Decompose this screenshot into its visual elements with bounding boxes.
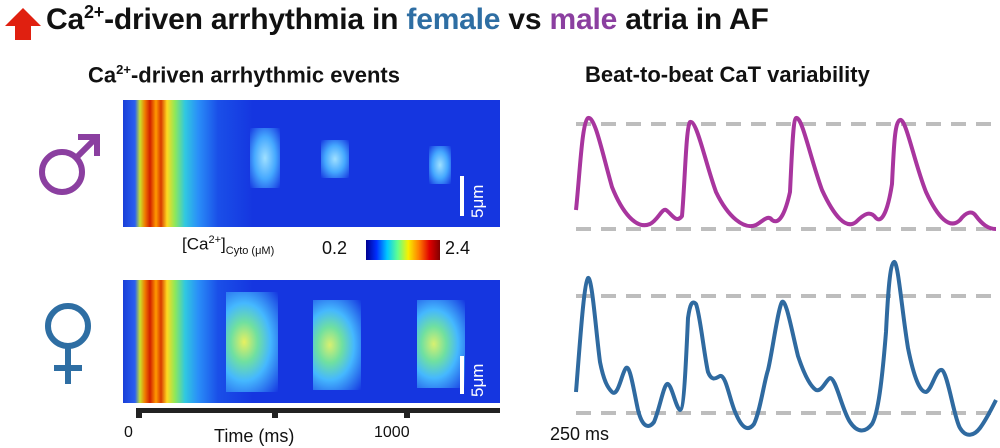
time-axis-tick-1000-label: 1000 [374, 424, 410, 441]
colorbar-min: 0.2 [322, 238, 348, 258]
title-part1: -driven arrhythmia in [104, 3, 407, 36]
female-dashed-lines [576, 294, 996, 415]
male-event-1 [250, 128, 280, 188]
cat-traces [574, 115, 998, 437]
title-ca: Ca [46, 3, 84, 36]
left-heading-ca: Ca [88, 62, 117, 88]
colorbar-max: 2.4 [445, 238, 471, 258]
time-axis-tick-0-label: 0 [124, 424, 133, 441]
colorbar-label: [Ca2+]Cyto (μM) [182, 234, 274, 257]
left-heading-rest: -driven arrhythmic events [130, 62, 400, 88]
up-arrow-icon [5, 8, 41, 40]
title-vs: vs [500, 3, 550, 36]
colorbar-sub: Cyto (μM) [225, 245, 275, 258]
time-axis-line [136, 408, 500, 413]
female-event-1 [226, 292, 278, 392]
time-scale-label: 250 ms [550, 424, 610, 444]
left-heading-sup: 2+ [116, 62, 131, 77]
colorbar-suffix: ] [221, 234, 226, 254]
female-event-2 [313, 300, 361, 390]
female-scale-label: 5μm [468, 363, 487, 397]
male-scale-label: 5μm [468, 184, 487, 218]
female-event-3 [417, 300, 465, 388]
left-panel-heading: Ca2+-driven arrhythmic events [88, 62, 400, 88]
female-heatmap: 5μm [123, 280, 500, 403]
male-scale-bar [460, 176, 464, 216]
page-title: Ca2+-driven arrhythmia in female vs male… [46, 2, 769, 37]
time-axis-tick-end [404, 408, 410, 418]
title-male: male [549, 3, 618, 36]
male-dashed-lines [576, 122, 996, 231]
right-panel-heading: Beat-to-beat CaT variability [585, 62, 870, 87]
colorbar-prefix: [Ca [182, 234, 209, 254]
female-scale-bar [460, 356, 464, 394]
time-axis-label: Time (ms) [214, 426, 295, 446]
title-ca-sup: 2+ [83, 2, 105, 22]
male-symbol-icon [39, 134, 100, 195]
title-part2: atria in AF [617, 3, 769, 36]
male-heatmap: 5μm [123, 100, 500, 227]
female-symbol-icon [45, 303, 91, 384]
colorbar-gradient [366, 240, 440, 260]
male-cat-trace [574, 115, 997, 231]
colorbar-sup: 2+ [208, 234, 222, 246]
female-cat-trace [574, 259, 998, 437]
time-axis-tick-mid [272, 408, 278, 418]
male-event-3 [429, 146, 451, 184]
title-female: female [406, 3, 501, 36]
time-axis-tick-start [136, 408, 142, 418]
male-event-2 [321, 140, 349, 178]
